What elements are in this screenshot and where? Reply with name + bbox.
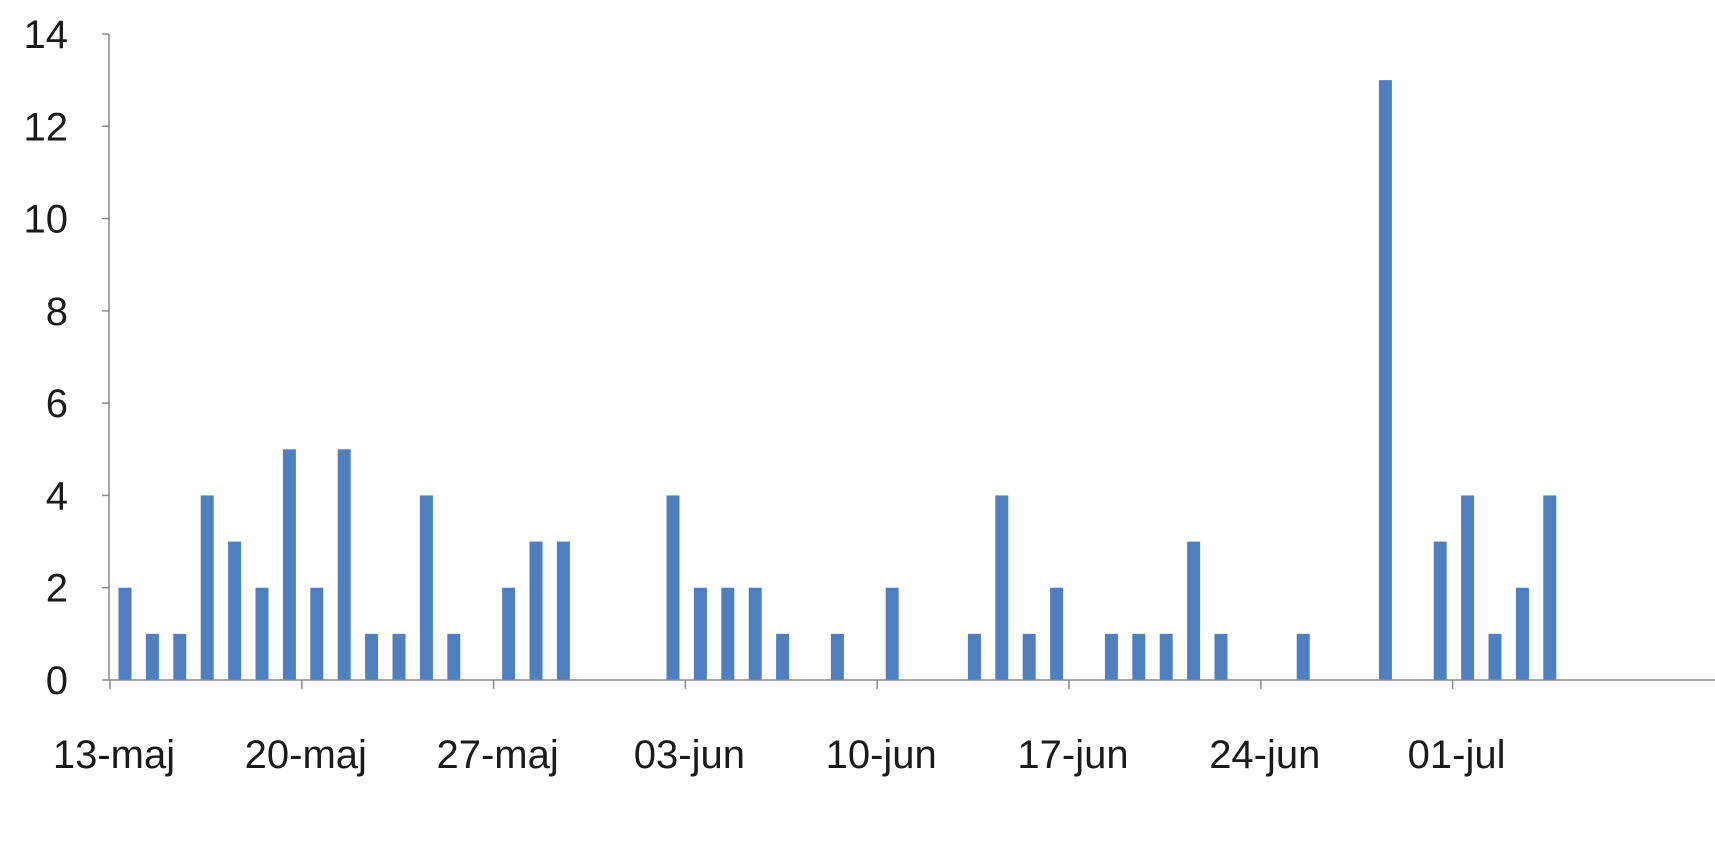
bar: [1433, 541, 1447, 680]
bar: [1050, 587, 1064, 680]
bar: [1022, 633, 1036, 680]
x-tick-label: 24-jun: [1209, 733, 1320, 777]
bar-series: [118, 80, 1557, 680]
y-axis: 0 2 4 6 8 10 12 14: [24, 13, 110, 703]
x-tick-label: 10-jun: [826, 733, 937, 777]
x-tick-label: 01-jul: [1408, 733, 1506, 777]
y-tick-label: 4: [46, 474, 68, 518]
bar: [310, 587, 324, 680]
y-tick-label: 12: [24, 105, 69, 149]
bar: [529, 541, 543, 680]
bar: [885, 587, 899, 680]
bar: [721, 587, 735, 680]
bar: [776, 633, 790, 680]
bar: [1488, 633, 1502, 680]
bar: [556, 541, 570, 680]
x-tick-label: 27-maj: [436, 733, 558, 777]
bar: [967, 633, 981, 680]
bar: [228, 541, 242, 680]
y-tick-label: 10: [24, 198, 69, 242]
bar: [1132, 633, 1146, 680]
y-tick-label: 0: [46, 659, 68, 703]
bar: [830, 633, 844, 680]
bar: [1214, 633, 1228, 680]
bar: [1378, 80, 1392, 680]
bar: [1461, 495, 1475, 680]
bar: [173, 633, 187, 680]
y-tick-label: 6: [46, 382, 68, 426]
bar: [995, 495, 1009, 680]
y-tick-label: 14: [24, 13, 69, 57]
bar: [118, 587, 132, 680]
y-tick-label: 8: [46, 290, 68, 334]
x-tick-label: 20-maj: [245, 733, 367, 777]
x-axis: 13-maj 20-maj 27-maj 03-jun 10-jun 17-jun 24-j…: [53, 679, 1715, 777]
bar: [1515, 587, 1529, 680]
bar: [748, 587, 762, 680]
bar: [1543, 495, 1557, 680]
x-tick-label: 03-jun: [634, 733, 745, 777]
bar: [282, 449, 296, 680]
bar: [447, 633, 461, 680]
bar: [365, 633, 379, 680]
x-tick-label: 17-jun: [1017, 733, 1128, 777]
bar: [1296, 633, 1310, 680]
x-tick-label: 13-maj: [53, 733, 175, 777]
bar: [693, 587, 707, 680]
bar: [1159, 633, 1173, 680]
bar: [502, 587, 516, 680]
bar: [200, 495, 214, 680]
bar: [1104, 633, 1118, 680]
bar: [666, 495, 680, 680]
bar: [419, 495, 433, 680]
bar: [337, 449, 351, 680]
bar: [255, 587, 269, 680]
y-tick-label: 2: [46, 567, 68, 611]
bar: [392, 633, 406, 680]
bar: [1187, 541, 1201, 680]
bar: [145, 633, 159, 680]
